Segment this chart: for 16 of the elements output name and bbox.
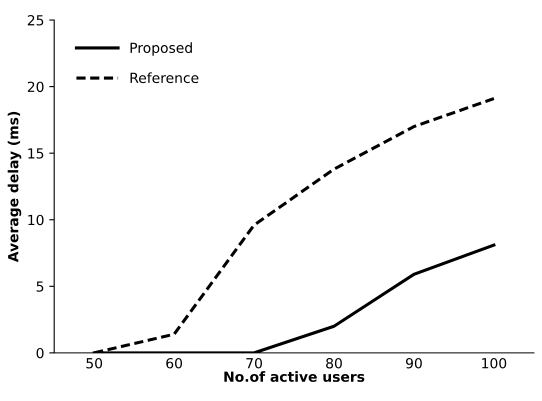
y-tick-label: 10 [28, 214, 44, 226]
x-tick-label: 60 [166, 358, 182, 368]
y-axis-title: Average delay (ms) [8, 112, 22, 262]
y-tick-label: 15 [28, 148, 44, 159]
x-tick-label: 100 [482, 358, 506, 368]
x-tick-label: 50 [86, 358, 102, 368]
x-tick-label: 80 [326, 358, 342, 368]
legend-label: Proposed [130, 42, 192, 56]
y-tick-label: 20 [28, 82, 44, 92]
y-tick-label: 25 [28, 15, 44, 26]
y-tick-label: 5 [36, 281, 44, 292]
x-tick-label: 90 [406, 358, 422, 368]
x-axis-title: No.of active users [224, 371, 364, 382]
x-tick-label: 70 [246, 358, 262, 368]
legend-label: Reference [130, 72, 198, 84]
y-tick-label: 0 [36, 348, 44, 358]
